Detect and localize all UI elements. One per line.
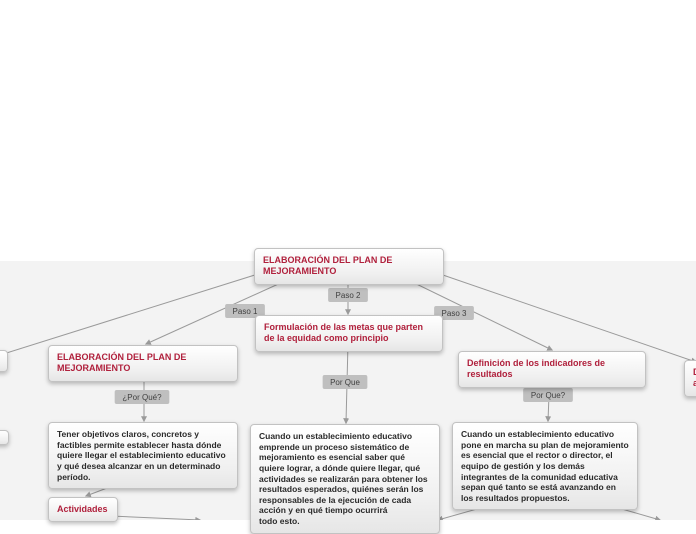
node-mid_body[interactable]: Cuando un establecimiento educativo empr… bbox=[250, 424, 440, 534]
node-mid_title[interactable]: Formulación de las metas que parten de l… bbox=[255, 315, 443, 352]
node-far_right_title[interactable]: Definición de las actividades y de sus bbox=[684, 360, 696, 397]
node-left_body[interactable]: Tener objetivos claros, concretos y fact… bbox=[48, 422, 238, 489]
node-root[interactable]: ELABORACIÓN DEL PLAN DE MEJORAMIENTO bbox=[254, 248, 444, 285]
diagram-canvas: Paso 1Paso 2Paso 3¿Por Qué?Por QuePor Qu… bbox=[0, 0, 696, 520]
node-right_title[interactable]: Definición de los indicadores de resulta… bbox=[458, 351, 646, 388]
node-actividades[interactable]: Actividades bbox=[48, 497, 118, 522]
node-right_body[interactable]: Cuando un establecimiento educativo pone… bbox=[452, 422, 638, 510]
node-left_title[interactable]: ELABORACIÓN DEL PLAN DE MEJORAMIENTO bbox=[48, 345, 238, 382]
node-tiny_left_stub[interactable] bbox=[0, 430, 9, 445]
node-far_left_stub[interactable] bbox=[0, 350, 8, 372]
